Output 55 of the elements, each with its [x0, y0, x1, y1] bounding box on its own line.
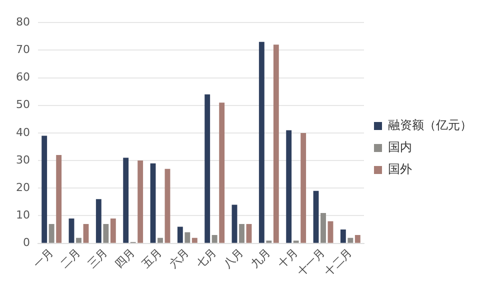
x-tick-label: 一月 [30, 246, 56, 271]
bar [204, 94, 210, 243]
bar [328, 221, 334, 243]
x-tick-label: 二月 [58, 246, 83, 271]
bar [239, 224, 244, 243]
bar [219, 102, 225, 243]
bar [138, 160, 144, 243]
bar [177, 226, 183, 243]
y-tick-label: 80 [16, 15, 30, 28]
y-tick-label: 40 [16, 126, 30, 139]
bar [320, 212, 326, 243]
bar [123, 158, 129, 243]
bar [313, 190, 319, 243]
bar [300, 132, 306, 243]
bar [246, 224, 252, 243]
y-tick-label: 0 [22, 236, 30, 250]
bar [184, 232, 190, 243]
y-tick-label: 50 [16, 98, 30, 112]
bar [286, 130, 292, 243]
y-tick-label: 20 [16, 181, 30, 194]
bar [158, 238, 163, 243]
bar [354, 235, 360, 243]
y-tick-label: 30 [16, 153, 30, 166]
x-tick-label: 九月 [248, 246, 274, 271]
x-tick-label: 七月 [194, 246, 219, 271]
x-tick-label: 四月 [112, 246, 138, 271]
bar [232, 204, 238, 243]
y-tick-label: 60 [16, 70, 30, 84]
bar [110, 218, 116, 243]
bar [68, 218, 74, 243]
bar [164, 168, 170, 243]
bar [258, 42, 264, 243]
legend-label: 融资额（亿元） [388, 118, 472, 132]
bar [192, 238, 198, 243]
legend-label: 国外 [388, 162, 412, 176]
x-tick-label: 八月 [221, 246, 246, 271]
bar [150, 163, 156, 243]
bar [76, 238, 82, 243]
x-tick-label: 三月 [85, 246, 110, 271]
x-tick-label: 十月 [275, 246, 300, 271]
y-tick-label: 10 [16, 208, 30, 222]
y-tick-label: 70 [16, 43, 30, 56]
bar [56, 155, 62, 243]
bar [83, 224, 89, 243]
bar [103, 224, 109, 243]
bar [273, 44, 279, 243]
bar [212, 235, 218, 243]
bar [348, 238, 354, 243]
bar [48, 224, 54, 243]
x-tick-label: 五月 [140, 246, 164, 271]
bar [96, 199, 102, 243]
legend-label: 国内 [388, 140, 412, 154]
bar [340, 230, 346, 243]
x-tick-label: 六月 [166, 246, 192, 271]
bar [42, 136, 48, 243]
